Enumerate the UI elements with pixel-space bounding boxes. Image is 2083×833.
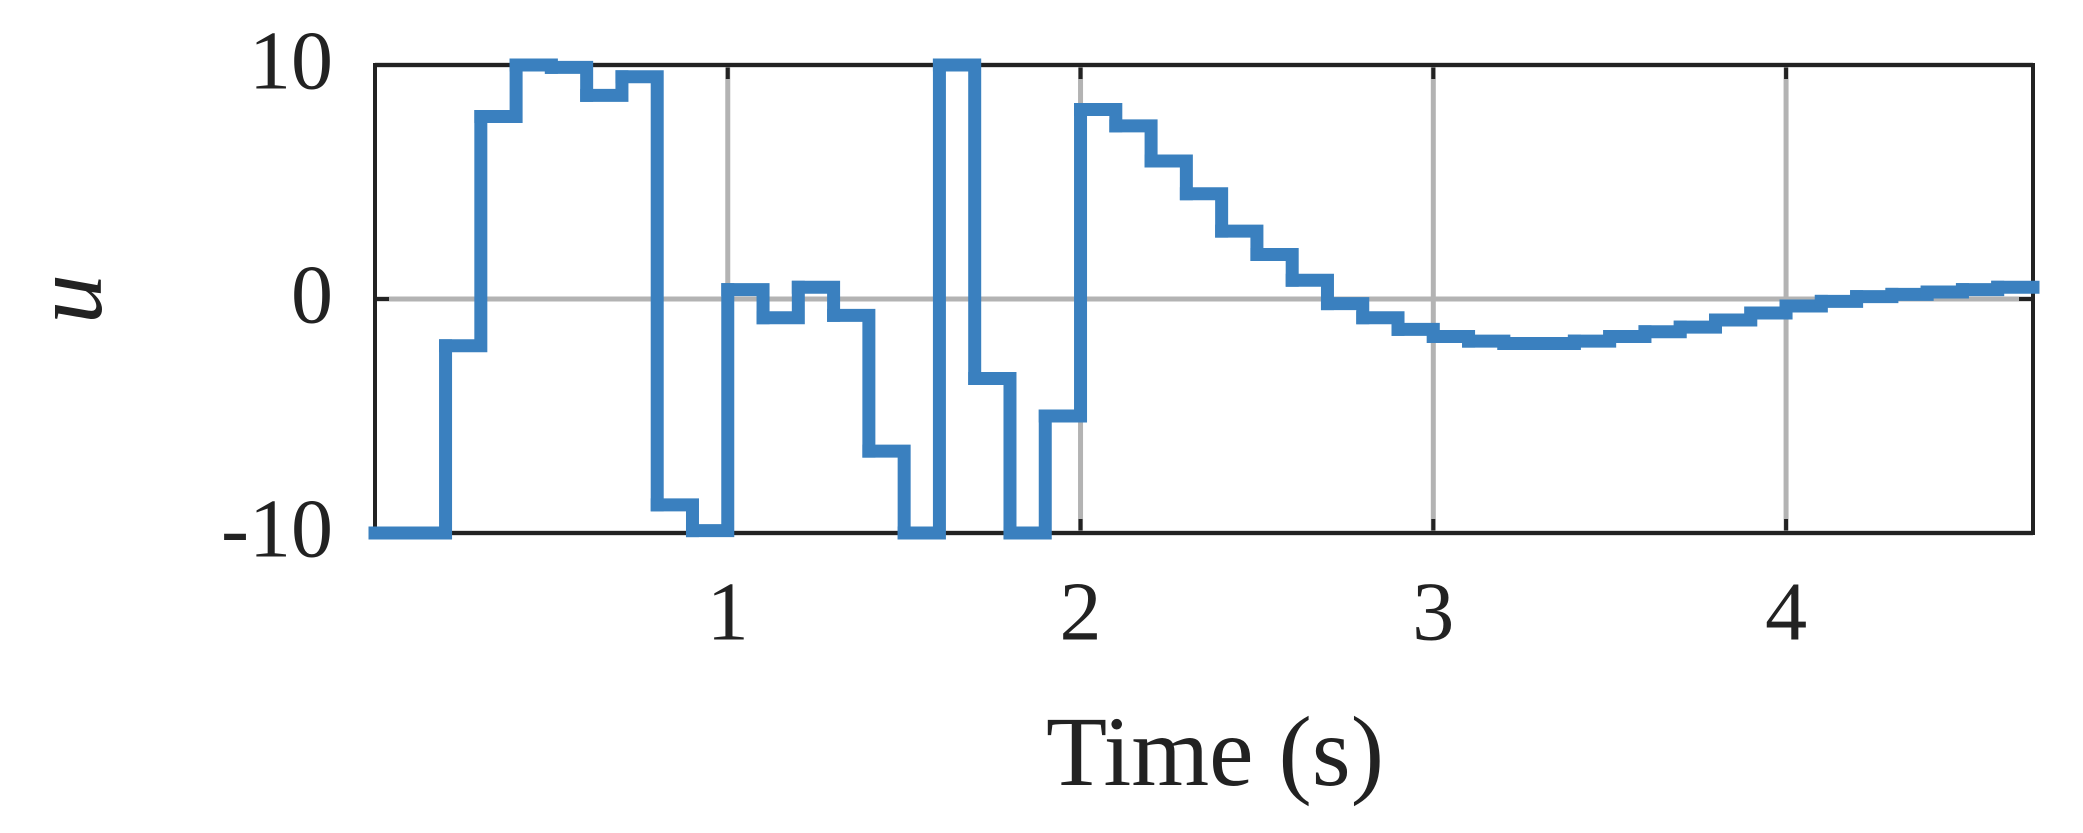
line-step bbox=[1285, 273, 1334, 311]
line-step bbox=[932, 58, 982, 386]
line-step bbox=[1179, 187, 1229, 238]
line-step bbox=[650, 498, 699, 538]
line-step bbox=[1144, 154, 1193, 201]
line-step bbox=[403, 339, 453, 540]
line-step bbox=[685, 283, 735, 538]
y-tick-label: 10 bbox=[249, 14, 333, 107]
line-step bbox=[721, 283, 770, 325]
line-step bbox=[1250, 248, 1299, 287]
line-step bbox=[756, 280, 805, 325]
line-step bbox=[474, 58, 523, 123]
line-step bbox=[1038, 102, 1088, 423]
x-tick-label: 2 bbox=[1060, 565, 1102, 658]
line-step bbox=[615, 70, 664, 512]
y-tick-label: -10 bbox=[221, 482, 333, 575]
y-axis-label: u bbox=[12, 274, 123, 324]
line-step bbox=[1109, 119, 1158, 168]
y-tick-label: 0 bbox=[291, 248, 333, 341]
line-step bbox=[791, 280, 841, 322]
plot-frame bbox=[373, 63, 2035, 535]
line-step bbox=[1003, 409, 1052, 540]
line-step bbox=[827, 308, 876, 458]
x-axis-label: Time (s) bbox=[1046, 696, 1384, 807]
x-tick-label: 1 bbox=[707, 565, 749, 658]
line-step bbox=[1215, 224, 1264, 262]
x-tick-label: 4 bbox=[1765, 565, 1807, 658]
x-tick-label: 3 bbox=[1412, 565, 1454, 658]
line-step bbox=[544, 60, 594, 102]
line-step bbox=[862, 444, 911, 540]
line-step bbox=[968, 372, 1017, 540]
line-step bbox=[897, 58, 946, 540]
line-step bbox=[439, 109, 488, 353]
